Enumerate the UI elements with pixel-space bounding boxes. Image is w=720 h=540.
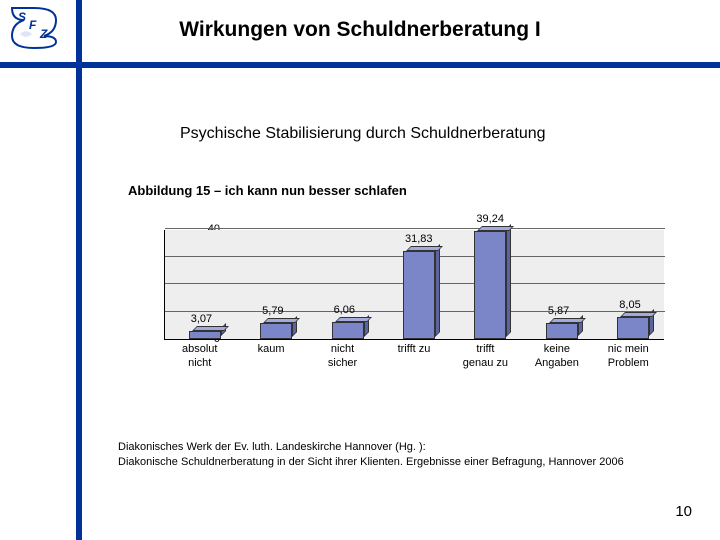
bar-front xyxy=(332,322,364,339)
bar-top xyxy=(620,312,657,317)
bar-front xyxy=(474,231,506,339)
bar-front xyxy=(617,317,649,339)
xtick-label: absolutnicht xyxy=(164,343,235,371)
xtick-label: trifft zu xyxy=(378,343,449,357)
chart-plot: 3,075,796,0631,8339,245,878,05 xyxy=(164,230,664,340)
bar-value-label: 6,06 xyxy=(334,304,355,316)
xtick-label: nichtsicher xyxy=(307,343,378,371)
slide: S F Z Wirkungen von Schuldnerberatung I … xyxy=(0,0,720,540)
footnote: Diakonisches Werk der Ev. luth. Landeski… xyxy=(118,440,624,470)
gridline xyxy=(165,228,665,229)
bar-value-label: 39,24 xyxy=(476,213,504,225)
bar-top xyxy=(263,318,300,323)
bar-front xyxy=(260,323,292,339)
bar-side xyxy=(435,244,440,337)
vertical-rule xyxy=(76,0,82,540)
bar-side xyxy=(506,224,511,337)
bar-front xyxy=(403,251,435,339)
bar-top xyxy=(406,246,443,251)
bar-value-label: 3,07 xyxy=(191,313,212,325)
slide-title: Wirkungen von Schuldnerberatung I xyxy=(0,18,720,42)
bar-value-label: 8,05 xyxy=(619,299,640,311)
bar-top xyxy=(335,317,372,322)
xtick-label: nic meinProblem xyxy=(593,343,664,371)
bar-front xyxy=(189,331,221,339)
page-number: 10 xyxy=(675,503,692,520)
footnote-line1: Diakonisches Werk der Ev. luth. Landeski… xyxy=(118,440,624,455)
horizontal-rule xyxy=(0,62,720,68)
xtick-label: trifftgenau zu xyxy=(450,343,521,371)
bar-top xyxy=(477,226,514,231)
chart-container: Abbildung 15 – ich kann nun besser schla… xyxy=(118,155,678,400)
bar-value-label: 5,87 xyxy=(548,305,569,317)
bar-top xyxy=(192,326,229,331)
slide-subtitle: Psychische Stabilisierung durch Schuldne… xyxy=(180,125,546,143)
footnote-line2: Diakonische Schuldnerberatung in der Sic… xyxy=(118,455,624,470)
bar-value-label: 5,79 xyxy=(262,305,283,317)
bar-value-label: 31,83 xyxy=(405,233,433,245)
xtick-label: kaum xyxy=(235,343,306,357)
bar-top xyxy=(549,318,586,323)
chart-title: Abbildung 15 – ich kann nun besser schla… xyxy=(128,183,407,198)
xtick-label: keineAngaben xyxy=(521,343,592,371)
bar-front xyxy=(546,323,578,339)
